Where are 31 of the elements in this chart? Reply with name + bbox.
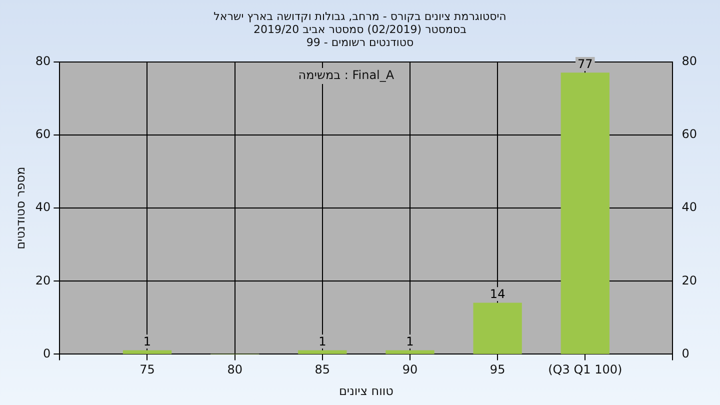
bar [122, 350, 172, 354]
bar [473, 302, 522, 354]
bar [560, 72, 610, 354]
y2-tick-label: 40 [682, 200, 698, 214]
y-axis-title: מספר סטודנטים [13, 166, 28, 250]
bar [386, 350, 434, 354]
bar [298, 350, 347, 354]
data-label: 1 [318, 334, 326, 349]
data-label: 1 [406, 334, 414, 349]
y2-tick-label: 0 [682, 346, 690, 360]
data-label: 77 [578, 57, 593, 72]
data-label: 14 [490, 287, 506, 302]
annotation: במשימה : Final_A [298, 68, 395, 82]
x-axis-title: טווח ציונים [338, 384, 394, 398]
y-tick-label: 40 [35, 200, 51, 214]
y2-tick-label: 20 [682, 273, 698, 288]
chart-title: היסטוגרמת ציונים בקורס - מרחב, גבולות וקדושה בארץ ישראל [212, 10, 508, 23]
y2-tick-label: 80 [682, 54, 698, 68]
y-tick-label: 80 [35, 54, 51, 68]
y-tick-label: 20 [35, 273, 51, 288]
x-tick-label: 75 [140, 362, 155, 377]
x-tick-label: (Q3 Q1 100) [548, 362, 622, 377]
x-tick-label: 80 [227, 362, 242, 377]
x-tick-label: 95 [490, 362, 506, 377]
y-tick-label: 0 [43, 346, 51, 360]
y2-tick-label: 60 [682, 127, 698, 142]
y-tick-label: 60 [35, 127, 51, 142]
data-label: 1 [143, 334, 152, 349]
x-tick-label: 90 [402, 362, 418, 377]
x-tick-label: 85 [314, 362, 330, 377]
chart-subtitle: בסמסטר (02/2019) סמסטר אביב 2019/20 סטודנטים רשומים - 99 [252, 23, 468, 49]
